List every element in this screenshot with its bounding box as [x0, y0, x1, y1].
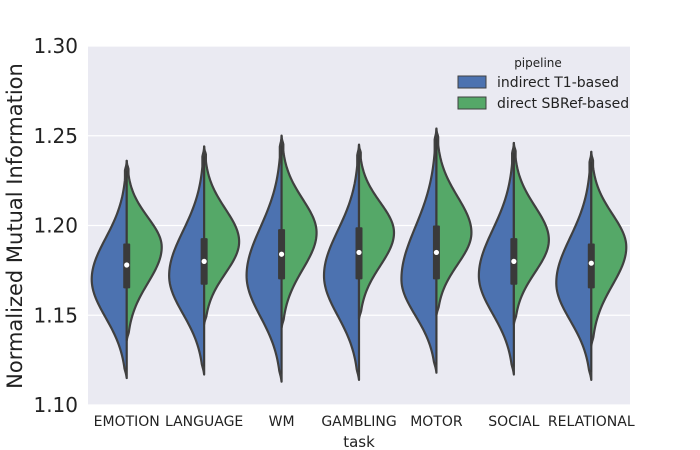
x-tick-label: MOTOR	[410, 414, 463, 430]
violin-half-right	[590, 150, 628, 347]
legend-label-direct: direct SBRef-based	[497, 96, 629, 112]
violin-half-right	[280, 134, 318, 329]
violin-half-left	[555, 150, 593, 381]
violin-half-left	[90, 159, 128, 380]
median-dot	[124, 262, 130, 268]
legend-swatch-direct	[457, 96, 487, 110]
x-tick-label: RELATIONAL	[548, 414, 635, 430]
legend-title: pipeline	[514, 56, 562, 70]
violin-half-right	[357, 143, 396, 320]
x-axis-title: task	[343, 433, 375, 450]
violin-half-right	[125, 159, 163, 342]
x-tick-label: EMOTION	[94, 414, 160, 430]
legend-label-indirect: indirect T1-based	[497, 75, 619, 91]
median-dot	[278, 251, 285, 257]
violin-half-left	[245, 134, 283, 383]
violins	[90, 127, 628, 383]
iqr-box	[587, 243, 595, 289]
x-tick-label: SOCIAL	[488, 414, 539, 430]
y-tick-label: 1.10	[33, 393, 78, 417]
median-dot	[511, 258, 517, 264]
median-dot	[433, 249, 440, 256]
violin-half-left	[168, 145, 206, 376]
x-tick-label: LANGUAGE	[165, 414, 243, 430]
median-dot	[588, 260, 594, 266]
y-axis-title: Normalized Mutual Information	[3, 63, 27, 389]
y-tick-label: 1.15	[33, 303, 78, 327]
violin-half-right	[203, 145, 241, 326]
median-dot	[356, 249, 362, 256]
y-tick-label: 1.30	[33, 34, 78, 58]
violin-half-left	[322, 143, 361, 381]
violin-half-right	[435, 127, 473, 317]
x-tick-label: GAMBLING	[321, 414, 396, 430]
y-tick-label: 1.25	[33, 124, 78, 148]
legend: pipeline indirect T1-based direct SBRef-…	[457, 56, 629, 112]
violin-half-left	[400, 127, 438, 374]
violin-half-right	[512, 141, 550, 326]
legend-swatch-indirect	[457, 75, 487, 89]
x-tick-label: WM	[269, 414, 295, 430]
x-tick-labels: EMOTION LANGUAGE WM GAMBLING MOTOR SOCIAL RELA…	[94, 414, 635, 430]
y-tick-labels: 1.10 1.15 1.20 1.25 1.30	[33, 34, 78, 417]
y-tick-label: 1.20	[33, 214, 78, 238]
violin-half-left	[477, 141, 515, 376]
median-dot	[201, 258, 207, 264]
